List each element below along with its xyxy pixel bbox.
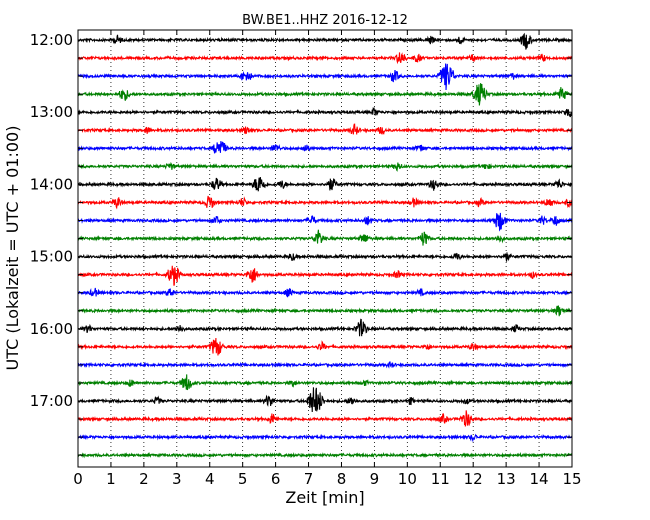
x-tick-label: 15 [562, 470, 581, 488]
trace-line [77, 374, 573, 391]
trace-line [77, 265, 573, 286]
trace-line [77, 451, 573, 459]
trace-line [77, 63, 573, 91]
y-tick-label: 16:00 [30, 320, 73, 338]
x-tick-label: 13 [497, 470, 516, 488]
trace-line [77, 123, 573, 136]
trace-line [77, 433, 573, 443]
x-axis-label: Zeit [min] [285, 488, 364, 507]
x-tick-label: 2 [139, 470, 149, 488]
trace-line [77, 195, 573, 210]
y-tick-label: 15:00 [30, 248, 73, 266]
vertical-gridlines [110, 30, 540, 467]
y-tick-label: 17:00 [30, 392, 73, 410]
x-tick-label: 4 [205, 470, 215, 488]
trace-line [77, 252, 573, 262]
x-tick-label: 14 [530, 470, 549, 488]
x-tick-label: 11 [431, 470, 450, 488]
x-tick-label: 12 [464, 470, 483, 488]
trace-line [77, 212, 573, 232]
x-tick-label: 7 [304, 470, 314, 488]
trace-line [77, 361, 573, 369]
trace-line [77, 141, 573, 154]
x-tick-label: 10 [398, 470, 417, 488]
y-axis-ticks: 12:00 13:00 14:00 15:00 16:00 17:00 [30, 31, 572, 456]
trace-line [77, 52, 573, 65]
plot-frame [77, 29, 573, 468]
trace-line [77, 32, 573, 50]
x-tick-label: 0 [73, 470, 83, 488]
trace-line [77, 410, 573, 427]
x-axis-ticks: 0 1 2 3 4 5 6 7 8 9 10 11 12 13 14 15 [73, 30, 582, 488]
y-tick-label: 12:00 [30, 31, 73, 49]
y-tick-label: 14:00 [30, 175, 73, 193]
y-tick-label: 13:00 [30, 103, 73, 121]
trace-line [77, 387, 573, 412]
trace-line [77, 106, 573, 118]
trace-line [77, 318, 573, 337]
trace-line [77, 287, 573, 298]
trace-line [77, 338, 573, 356]
trace-line [77, 177, 573, 192]
x-tick-label: 5 [238, 470, 248, 488]
seismogram-traces [77, 32, 573, 459]
trace-line [77, 305, 573, 317]
trace-line [77, 161, 573, 172]
x-tick-label: 9 [370, 470, 380, 488]
x-tick-label: 3 [172, 470, 182, 488]
x-tick-label: 6 [271, 470, 281, 488]
trace-line [77, 229, 573, 246]
trace-line [77, 83, 573, 106]
x-tick-label: 8 [337, 470, 347, 488]
y-axis-label: UTC (Lokalzeit = UTC + 01:00) [3, 126, 22, 371]
x-tick-label: 1 [106, 470, 116, 488]
chart-title: BW.BE1..HHZ 2016-12-12 [242, 13, 408, 28]
